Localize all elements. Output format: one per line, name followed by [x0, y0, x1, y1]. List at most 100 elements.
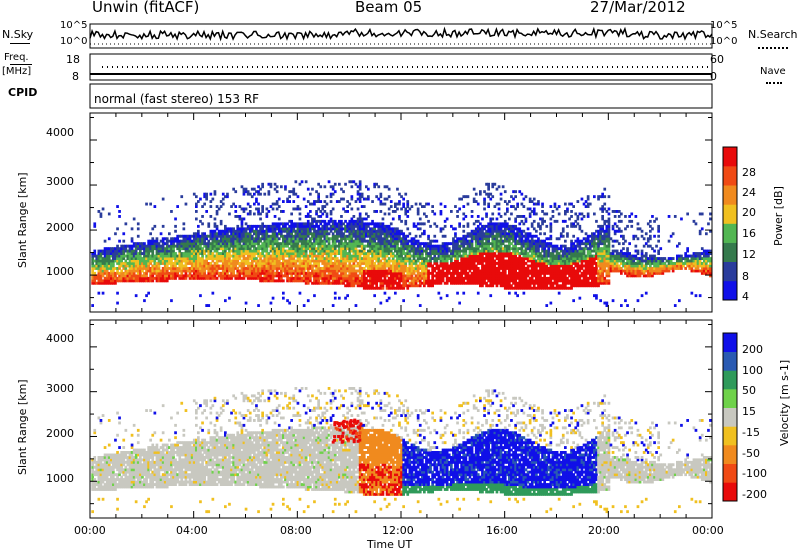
power-cell [209, 247, 213, 251]
power-cell [244, 227, 248, 231]
power-cell [151, 269, 155, 273]
power-cell [197, 264, 200, 268]
power-cell [257, 210, 260, 213]
power-cell [387, 259, 391, 263]
power-cell [410, 274, 414, 278]
power-cell [319, 239, 323, 243]
power-cell [464, 249, 468, 253]
power-cell [186, 234, 190, 238]
power-cell [317, 247, 320, 251]
power-cell [143, 299, 146, 303]
power-cell [267, 267, 271, 270]
power-cell [294, 244, 298, 248]
power-cell [493, 254, 497, 258]
power-cell [506, 274, 509, 278]
power-cell [539, 274, 542, 278]
power-cell [460, 244, 463, 248]
power-cell [431, 252, 434, 255]
power-cell [136, 244, 140, 248]
power-cell [520, 234, 524, 238]
power-cell [105, 252, 109, 255]
power-cell [91, 279, 94, 283]
power-cell [468, 262, 472, 265]
power-cell [282, 224, 285, 228]
power-cell [371, 271, 374, 275]
power-cell [340, 264, 343, 268]
power-cell [205, 244, 208, 248]
power-cell [321, 252, 325, 255]
power-cell [381, 217, 385, 221]
power-cell [197, 267, 200, 270]
power-cell [344, 274, 347, 278]
power-cell [172, 269, 175, 273]
power-cell [425, 257, 428, 260]
power-cell [298, 227, 302, 231]
power-cell [375, 232, 378, 236]
power-cell [499, 259, 503, 263]
power-cell [356, 192, 360, 196]
power-cell [551, 276, 555, 280]
power-cell [136, 252, 140, 255]
power-cell [535, 286, 538, 290]
power-cell [145, 294, 148, 298]
power-cell [176, 254, 179, 258]
power-cell [335, 232, 339, 236]
power-cell [532, 244, 536, 248]
power-cell [112, 271, 115, 275]
power-cell [170, 267, 173, 270]
power-cell [294, 242, 298, 246]
power-cell [400, 284, 403, 288]
power-cell [250, 224, 254, 228]
power-cell [445, 262, 449, 265]
power-cell [458, 267, 461, 270]
power-cell [238, 227, 242, 231]
power-cell [325, 232, 329, 236]
power-cell [346, 210, 349, 213]
power-cell [352, 271, 356, 275]
power-cell [421, 271, 424, 275]
power-cell [483, 276, 486, 280]
power-cell [362, 276, 366, 280]
power-cell [495, 271, 499, 275]
power-cell [288, 195, 291, 199]
power-cell [122, 232, 126, 236]
power-cell [110, 271, 113, 275]
power-cell [304, 276, 308, 280]
power-cell [371, 276, 374, 280]
power-cell [516, 286, 519, 290]
power-cell [344, 269, 347, 273]
power-cell [277, 224, 281, 228]
power-cell [315, 224, 318, 228]
power-cell [427, 219, 430, 223]
power-cell [450, 281, 453, 285]
power-cell [408, 244, 412, 248]
power-cell [508, 262, 511, 265]
power-cell [344, 229, 347, 233]
power-cell [549, 284, 553, 288]
power-cell [95, 274, 99, 278]
power-cell [333, 296, 337, 300]
power-cell [188, 234, 192, 238]
power-cell [470, 239, 474, 243]
power-cell [499, 237, 503, 241]
power-cell [275, 224, 279, 228]
power-cell [325, 254, 329, 258]
power-cell [329, 262, 333, 265]
power-cell [398, 274, 401, 278]
power-cell [379, 259, 383, 263]
power-cell [522, 259, 526, 263]
power-cell [114, 257, 117, 260]
power-cell [306, 222, 310, 226]
power-cell [470, 281, 474, 285]
power-cell [371, 244, 374, 248]
power-cell [479, 237, 482, 241]
power-cell [159, 257, 163, 260]
power-cell [551, 215, 555, 218]
power-cell [365, 234, 368, 238]
power-cell [178, 252, 182, 255]
power-cell [114, 271, 117, 275]
power-cell [371, 237, 374, 241]
power-cell [522, 249, 526, 253]
power-cell [483, 207, 486, 211]
power-cell [530, 276, 534, 280]
